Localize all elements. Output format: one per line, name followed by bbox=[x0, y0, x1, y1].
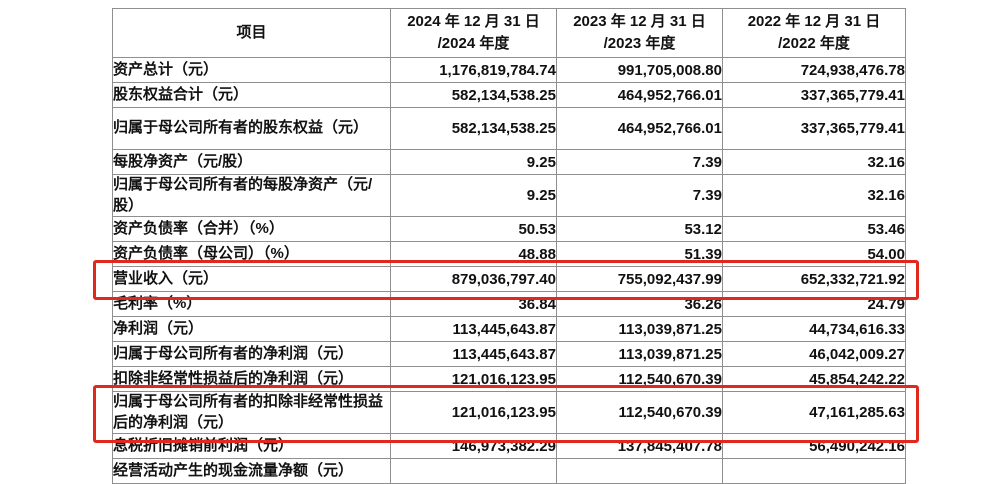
row-value bbox=[722, 458, 906, 484]
table-row: 净利润（元） 113,445,643.87 113,039,871.25 44,… bbox=[112, 316, 906, 342]
row-value: 112,540,670.39 bbox=[556, 391, 723, 434]
period-2022-line1: 2022 年 12 月 31 日 bbox=[747, 12, 881, 30]
row-label: 归属于母公司所有者的股东权益（元） bbox=[112, 107, 391, 150]
row-value: 582,134,538.25 bbox=[390, 107, 557, 150]
row-value: 32.16 bbox=[722, 174, 906, 217]
row-value: 44,734,616.33 bbox=[722, 316, 906, 342]
table-row: 毛利率（%） 36.84 36.26 24.79 bbox=[112, 291, 906, 317]
table-row: 每股净资产（元/股） 9.25 7.39 32.16 bbox=[112, 149, 906, 175]
column-header-period-2023: 2023 年 12 月 31 日 /2023 年度 bbox=[556, 8, 723, 58]
row-value: 724,938,476.78 bbox=[722, 57, 906, 83]
row-label: 归属于母公司所有者的扣除非经常性损益后的净利润（元） bbox=[112, 391, 391, 434]
period-2024-line1: 2024 年 12 月 31 日 bbox=[407, 12, 540, 30]
row-label: 营业收入（元） bbox=[112, 266, 391, 292]
row-value: 47,161,285.63 bbox=[722, 391, 906, 434]
row-value: 54.00 bbox=[722, 241, 906, 267]
row-value: 137,845,407.78 bbox=[556, 433, 723, 459]
row-label: 净利润（元） bbox=[112, 316, 391, 342]
row-value: 36.84 bbox=[390, 291, 557, 317]
row-value bbox=[556, 458, 723, 484]
financial-table: 项目 2024 年 12 月 31 日 /2024 年度 2023 年 12 月… bbox=[112, 8, 906, 484]
row-value: 7.39 bbox=[556, 149, 723, 175]
table-row-revenue: 营业收入（元） 879,036,797.40 755,092,437.99 65… bbox=[112, 266, 906, 292]
table-row: 归属于母公司所有者的每股净资产（元/股） 9.25 7.39 32.16 bbox=[112, 174, 906, 217]
financial-summary-table: 项目 2024 年 12 月 31 日 /2024 年度 2023 年 12 月… bbox=[112, 8, 906, 484]
row-label: 每股净资产（元/股） bbox=[112, 149, 391, 175]
row-value: 36.26 bbox=[556, 291, 723, 317]
row-label: 资产负债率（母公司）（%） bbox=[112, 241, 391, 267]
table-row: 股东权益合计（元） 582,134,538.25 464,952,766.01 … bbox=[112, 82, 906, 108]
row-label: 股东权益合计（元） bbox=[112, 82, 391, 108]
table-row-clipped: 经营活动产生的现金流量净额（元） bbox=[112, 458, 906, 484]
table-header-row: 项目 2024 年 12 月 31 日 /2024 年度 2023 年 12 月… bbox=[112, 8, 906, 58]
period-2023-line2: /2023 年度 bbox=[603, 35, 676, 52]
period-2024-line2: /2024 年度 bbox=[437, 35, 510, 52]
row-value: 464,952,766.01 bbox=[556, 107, 723, 150]
column-header-period-2022: 2022 年 12 月 31 日 /2022 年度 bbox=[722, 8, 906, 58]
row-value: 53.12 bbox=[556, 216, 723, 242]
row-value: 991,705,008.80 bbox=[556, 57, 723, 83]
row-value: 56,490,242.16 bbox=[722, 433, 906, 459]
row-value: 7.39 bbox=[556, 174, 723, 217]
row-value: 53.46 bbox=[722, 216, 906, 242]
row-value: 113,445,643.87 bbox=[390, 316, 557, 342]
row-value: 652,332,721.92 bbox=[722, 266, 906, 292]
row-value: 51.39 bbox=[556, 241, 723, 267]
row-value: 112,540,670.39 bbox=[556, 366, 723, 392]
row-value: 464,952,766.01 bbox=[556, 82, 723, 108]
row-value: 9.25 bbox=[390, 174, 557, 217]
row-label: 资产负债率（合并）（%） bbox=[112, 216, 391, 242]
row-label: 息税折旧摊销前利润（元） bbox=[112, 433, 391, 459]
row-value: 45,854,242.22 bbox=[722, 366, 906, 392]
row-value: 113,445,643.87 bbox=[390, 341, 557, 367]
row-value: 50.53 bbox=[390, 216, 557, 242]
row-value: 755,092,437.99 bbox=[556, 266, 723, 292]
row-label: 扣除非经常性损益后的净利润（元） bbox=[112, 366, 391, 392]
row-value: 879,036,797.40 bbox=[390, 266, 557, 292]
row-value: 121,016,123.95 bbox=[390, 366, 557, 392]
row-value: 146,973,382.29 bbox=[390, 433, 557, 459]
table-row: 资产负债率（合并）（%） 50.53 53.12 53.46 bbox=[112, 216, 906, 242]
column-header-item: 项目 bbox=[112, 8, 391, 58]
row-label: 毛利率（%） bbox=[112, 291, 391, 317]
row-value: 1,176,819,784.74 bbox=[390, 57, 557, 83]
row-value: 24.79 bbox=[722, 291, 906, 317]
table-row: 归属于母公司所有者的股东权益（元） 582,134,538.25 464,952… bbox=[112, 107, 906, 150]
period-2022-line2: /2022 年度 bbox=[778, 35, 850, 52]
row-value: 121,016,123.95 bbox=[390, 391, 557, 434]
row-label: 资产总计（元） bbox=[112, 57, 391, 83]
row-value: 582,134,538.25 bbox=[390, 82, 557, 108]
row-label: 经营活动产生的现金流量净额（元） bbox=[112, 458, 391, 484]
table-row: 资产负债率（母公司）（%） 48.88 51.39 54.00 bbox=[112, 241, 906, 267]
table-row: 资产总计（元） 1,176,819,784.74 991,705,008.80 … bbox=[112, 57, 906, 83]
row-value: 48.88 bbox=[390, 241, 557, 267]
row-value: 113,039,871.25 bbox=[556, 316, 723, 342]
table-row: 归属于母公司所有者的净利润（元） 113,445,643.87 113,039,… bbox=[112, 341, 906, 367]
column-header-period-2024: 2024 年 12 月 31 日 /2024 年度 bbox=[390, 8, 557, 58]
row-value: 32.16 bbox=[722, 149, 906, 175]
row-value: 337,365,779.41 bbox=[722, 107, 906, 150]
row-label: 归属于母公司所有者的每股净资产（元/股） bbox=[112, 174, 391, 217]
row-value: 46,042,009.27 bbox=[722, 341, 906, 367]
row-value: 113,039,871.25 bbox=[556, 341, 723, 367]
row-label: 归属于母公司所有者的净利润（元） bbox=[112, 341, 391, 367]
row-value bbox=[390, 458, 557, 484]
table-row-deducted-net-profit: 归属于母公司所有者的扣除非经常性损益后的净利润（元） 121,016,123.9… bbox=[112, 391, 906, 434]
table-row: 扣除非经常性损益后的净利润（元） 121,016,123.95 112,540,… bbox=[112, 366, 906, 392]
row-value: 337,365,779.41 bbox=[722, 82, 906, 108]
row-value: 9.25 bbox=[390, 149, 557, 175]
period-2023-line1: 2023 年 12 月 31 日 bbox=[573, 12, 706, 30]
table-row: 息税折旧摊销前利润（元） 146,973,382.29 137,845,407.… bbox=[112, 433, 906, 459]
